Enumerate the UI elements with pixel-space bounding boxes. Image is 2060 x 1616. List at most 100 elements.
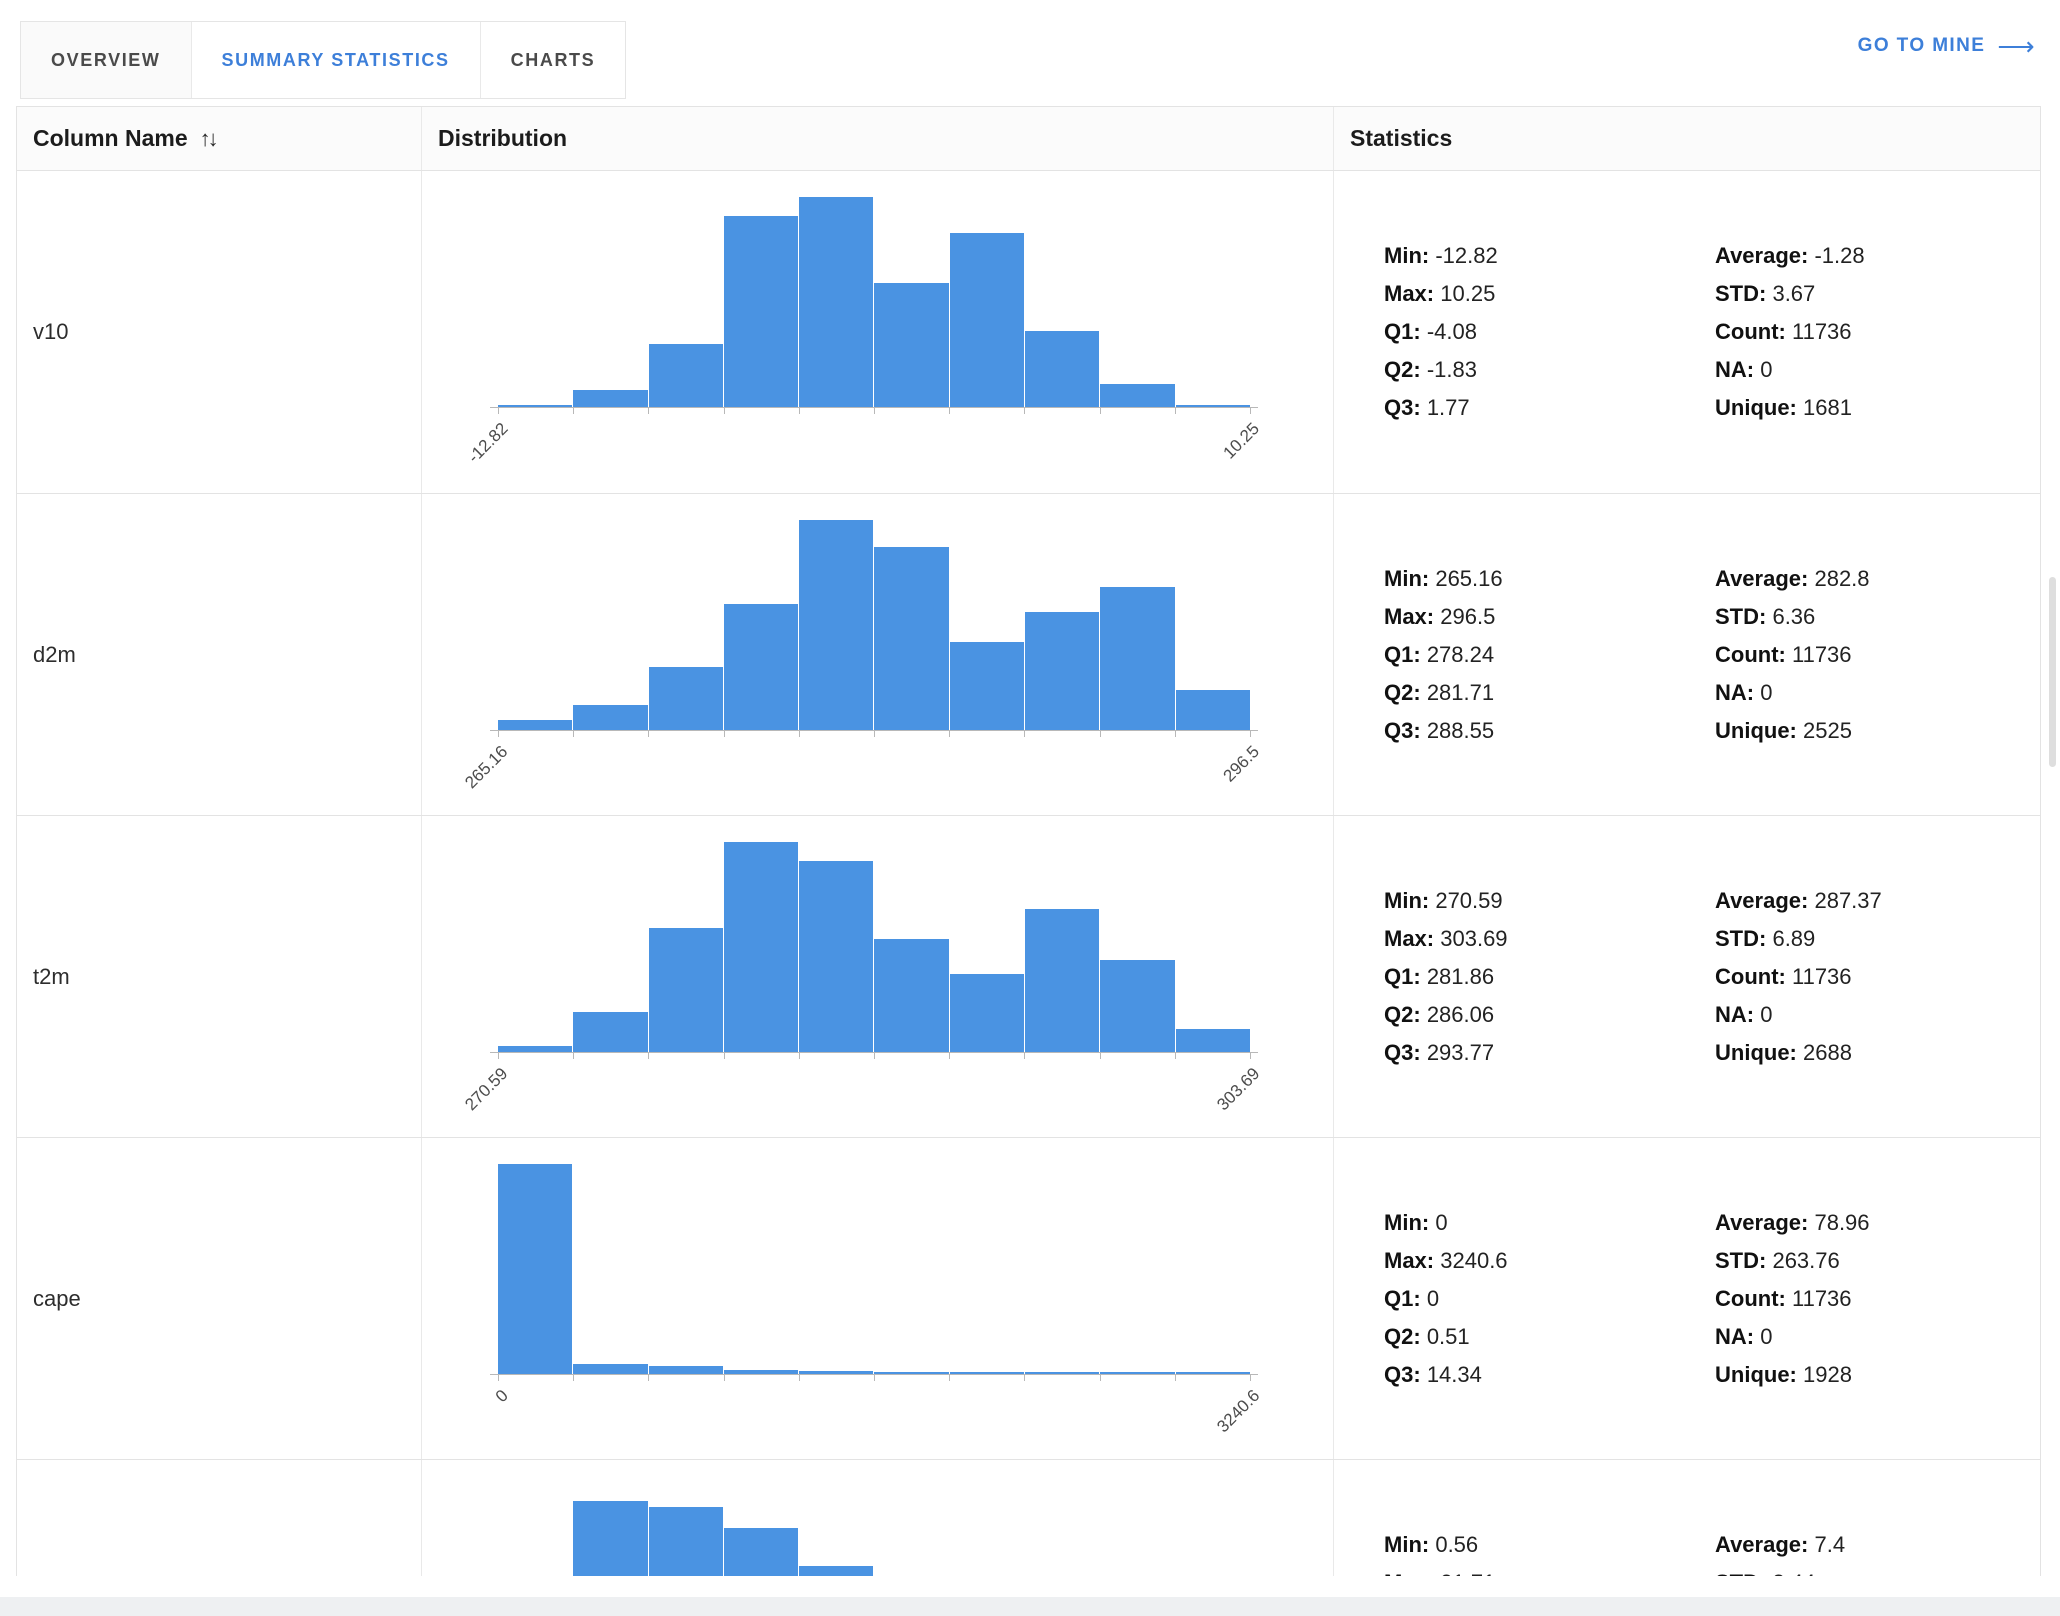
histogram-bar: [1024, 1371, 1100, 1374]
tab-overview[interactable]: OVERVIEW: [21, 22, 191, 98]
histogram-bar: [873, 283, 949, 407]
histogram-bar: [948, 232, 1025, 407]
stat-unique-value: 2688: [1803, 1039, 1852, 1065]
stat-average-value: 287.37: [1814, 887, 1882, 913]
stat-na: NA: 0: [1715, 674, 2040, 712]
statistics-cell: Min: 0.56 Max: 21.71 Q1: Q2: Q3: Average…: [1334, 1460, 2040, 1577]
footer-strip: [0, 1597, 2060, 1616]
stat-max: Max: 10.25: [1384, 275, 1715, 313]
table-row: v10 -12.82 10.25 Min: -12.82 Max: 10.25 …: [17, 171, 2040, 493]
stat-std: STD: 6.36: [1715, 598, 2040, 636]
stat-max: Max: 296.5: [1384, 598, 1715, 636]
histogram-bar: [1099, 587, 1175, 730]
stat-std-value: 6.36: [1772, 603, 1816, 629]
scrollbar-thumb[interactable]: [2049, 577, 2056, 767]
go-to-mine-label: GO TO MINE: [1857, 35, 1986, 56]
histogram-bar: [948, 974, 1025, 1052]
x-axis-max-label: 3240.6: [1213, 1386, 1264, 1437]
stat-count: Count: 11736: [1715, 636, 2040, 674]
tab-summary-statistics[interactable]: SUMMARY STATISTICS: [190, 22, 480, 98]
histogram-bar: [722, 1528, 799, 1576]
histogram-bar: [572, 1363, 648, 1374]
stat-q1: Q1: -4.08: [1384, 313, 1715, 351]
histogram-bar: [647, 928, 723, 1052]
statistics-grid: Min: 265.16 Max: 296.5 Q1: 278.24 Q2: 28…: [1334, 560, 2040, 750]
stat-q2-value: 0.51: [1426, 1323, 1470, 1349]
statistics-column-right: Average: 287.37 STD: 6.89 Count: 11736 N…: [1715, 882, 2040, 1072]
stat-average: Average: -1.28: [1715, 237, 2040, 275]
stat-q2-value: 281.71: [1426, 679, 1495, 705]
stat-count: Count: 11736: [1715, 1280, 2040, 1318]
stat-q2: Q2: 0.51: [1384, 1318, 1715, 1356]
stat-min: Min: 0: [1384, 1204, 1715, 1242]
histogram-bar: [722, 842, 799, 1052]
histogram: 265.16 296.5: [461, 520, 1263, 792]
histogram-bar: [798, 197, 874, 407]
table-row: cape 0 3240.6 Min: 0 Max: 3240.6 Q1: 0 Q…: [17, 1137, 2040, 1459]
column-name-cell: cape: [17, 1138, 422, 1459]
stat-q1-label: Q1:: [1384, 963, 1421, 989]
histogram: 0 3240.6: [490, 1164, 1263, 1436]
column-name-cell: d2m: [17, 494, 422, 815]
stat-min-value: 0: [1435, 1209, 1448, 1235]
stat-max-value: 3240.6: [1440, 1247, 1508, 1273]
stat-average-label: Average:: [1715, 1209, 1809, 1235]
histogram-bar: [873, 938, 949, 1052]
header-distribution: Distribution: [422, 107, 1334, 170]
stat-q2: Q2: -1.83: [1384, 351, 1715, 389]
histogram-bar: [572, 1012, 648, 1052]
stat-unique-value: 1928: [1803, 1361, 1852, 1387]
stat-average: Average: 287.37: [1715, 882, 2040, 920]
histogram-bar: [798, 860, 874, 1052]
stat-q1-value: 278.24: [1426, 641, 1495, 667]
histogram-bars: [498, 520, 1250, 730]
stat-na: NA: 0: [1715, 996, 2040, 1034]
stat-std-value: 263.76: [1772, 1247, 1840, 1273]
stat-q2-label: Q2:: [1384, 679, 1421, 705]
stat-unique-value: 1681: [1803, 395, 1852, 420]
histogram-bars: [498, 1486, 1250, 1576]
stat-unique-label: Unique:: [1715, 717, 1797, 743]
stat-count: Count: 11736: [1715, 313, 2040, 351]
sort-icon[interactable]: ↑↓: [199, 125, 219, 151]
column-name: d2m: [33, 641, 76, 667]
stat-average-value: 282.8: [1814, 565, 1870, 591]
stat-q1-value: -4.08: [1426, 319, 1477, 344]
stat-max-label: Max:: [1384, 603, 1435, 629]
top-bar: OVERVIEW SUMMARY STATISTICS CHARTS GO TO…: [20, 21, 2036, 99]
tab-charts[interactable]: CHARTS: [479, 22, 626, 98]
histogram: [498, 1486, 1250, 1576]
stat-std-value: 6.89: [1772, 925, 1816, 951]
column-name: cape: [33, 1285, 81, 1311]
histogram-ticks: [498, 407, 1251, 414]
statistics-column-left: Min: 265.16 Max: 296.5 Q1: 278.24 Q2: 28…: [1384, 560, 1715, 750]
stat-max-value: 21.71: [1440, 1570, 1495, 1577]
histogram-bar: [647, 344, 723, 407]
x-axis-max-label: 303.69: [1213, 1064, 1264, 1115]
stat-q1-value: 281.86: [1426, 963, 1495, 989]
statistics-column-right: Average: -1.28 STD: 3.67 Count: 11736 NA…: [1715, 237, 2040, 427]
column-name: v10: [33, 319, 69, 344]
stat-std: STD: 6.89: [1715, 920, 2040, 958]
go-to-mine-link[interactable]: GO TO MINE ⟶: [1858, 33, 2036, 59]
histogram-ticks: [498, 1052, 1251, 1059]
distribution-cell: [422, 1460, 1334, 1576]
distribution-cell: 270.59 303.69: [422, 816, 1334, 1137]
stat-na-label: NA:: [1715, 357, 1755, 382]
histogram-bar: [572, 1500, 648, 1576]
stat-min: Min: 270.59: [1384, 882, 1715, 920]
stat-unique: Unique: 2525: [1715, 712, 2040, 750]
stat-max-label: Max:: [1384, 925, 1435, 951]
stat-q1: Q1: 278.24: [1384, 636, 1715, 674]
histogram-bar: [572, 390, 648, 407]
stat-na: NA: 0: [1715, 351, 2040, 389]
stat-unique-label: Unique:: [1715, 1039, 1797, 1065]
stat-q3: Q3: 293.77: [1384, 1034, 1715, 1072]
stat-q1-label: Q1:: [1384, 1285, 1421, 1311]
stat-unique-value: 2525: [1803, 717, 1852, 743]
histogram-bar: [722, 604, 799, 730]
stat-min-label: Min:: [1384, 1531, 1430, 1557]
stat-q2-value: -1.83: [1426, 357, 1477, 382]
statistics-cell: Min: 265.16 Max: 296.5 Q1: 278.24 Q2: 28…: [1334, 494, 2040, 815]
stat-min: Min: -12.82: [1384, 237, 1715, 275]
